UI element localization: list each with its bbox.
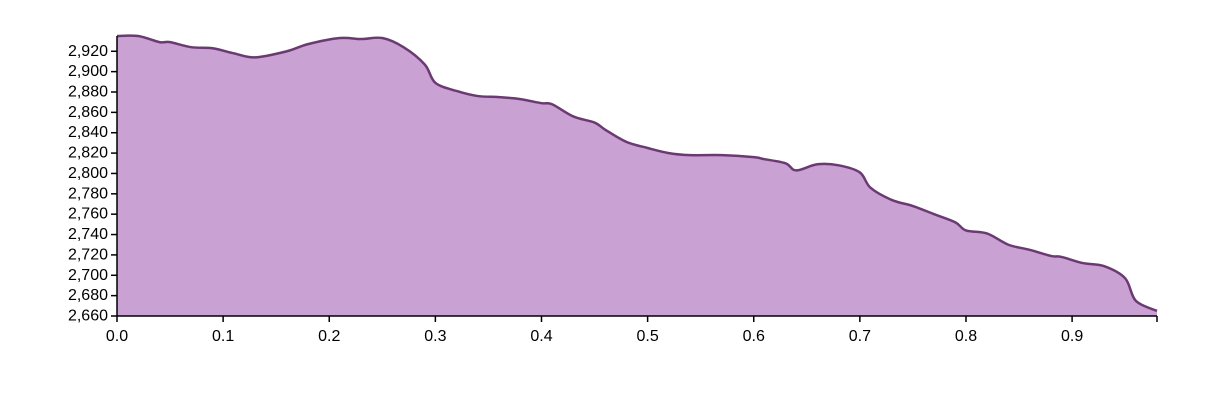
x-axis: 0.0 0.1 0.2 0.3 0.4 0.5 0.6 0.7 0.8 0.9 [106, 315, 1158, 345]
x-tick-label: 0.5 [636, 328, 658, 345]
y-tick-label: 2,720 [68, 246, 108, 263]
area-fill [117, 35, 1157, 317]
y-tick-label: 2,680 [68, 287, 108, 304]
plot-area [116, 34, 1158, 317]
x-tick-label: 0.4 [530, 328, 552, 345]
y-tick-label: 2,800 [68, 165, 108, 182]
y-tick-label: 2,920 [68, 43, 108, 60]
x-tick-label: 0.2 [318, 328, 340, 345]
y-tick-label: 2,840 [68, 124, 108, 141]
y-tick-label: 2,660 [68, 308, 108, 325]
x-tick-label: 0.3 [424, 328, 446, 345]
x-tick-label: 0.7 [849, 328, 871, 345]
area-line [116, 34, 1158, 313]
y-tick-label: 2,740 [68, 226, 108, 243]
y-tick-label: 2,900 [68, 63, 108, 80]
y-tick-label: 2,700 [68, 267, 108, 284]
x-tick-label: 0.1 [212, 328, 234, 345]
y-tick-label: 2,760 [68, 206, 108, 223]
x-tick-label: 0.0 [106, 328, 128, 345]
x-tick-label: 0.8 [955, 328, 977, 345]
y-tick-label: 2,880 [68, 84, 108, 101]
y-tick-label: 2,860 [68, 104, 108, 121]
x-tick-label: 0.6 [743, 328, 765, 345]
x-tick-label: 0.9 [1061, 328, 1083, 345]
y-tick-label: 2,820 [68, 145, 108, 162]
y-tick-label: 2,780 [68, 185, 108, 202]
y-axis: 2,660 2,680 2,700 2,720 2,740 2,760 2,780 2,800… [68, 36, 118, 325]
